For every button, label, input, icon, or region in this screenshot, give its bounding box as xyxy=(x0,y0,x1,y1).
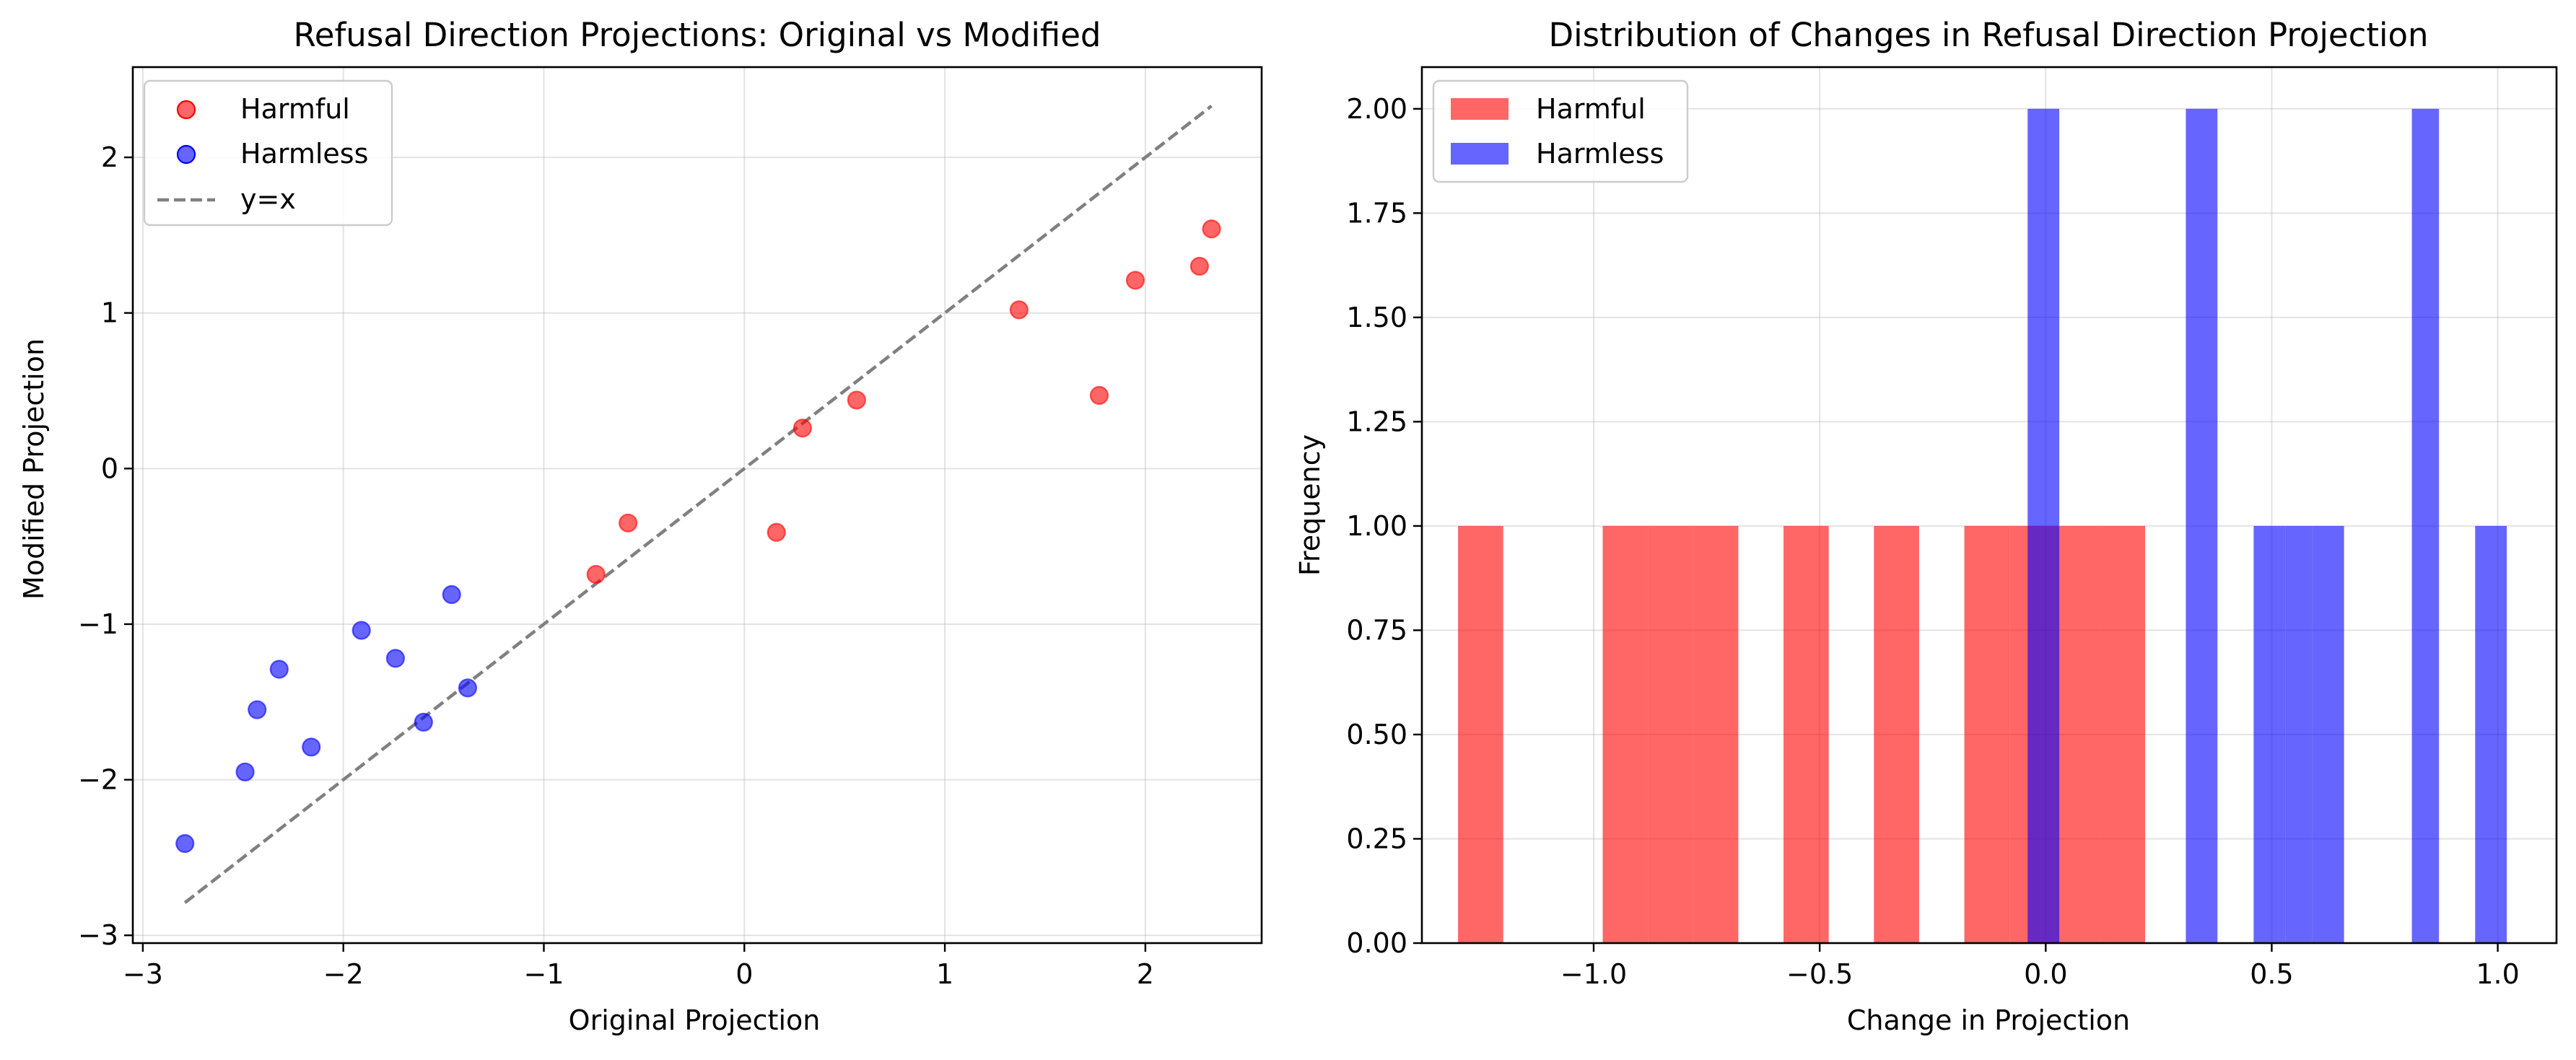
scatter-point-harmless xyxy=(442,584,461,605)
scatter-y-tick-label: 2 xyxy=(101,141,118,173)
histogram-bar-harmless xyxy=(2027,108,2060,943)
histogram-legend-harmless-swatch xyxy=(1451,143,1509,165)
histogram-panel: −1.0 −0.5 0.0 0.5 1.0 0.00 0.25 0.50 0.75 1.00 1.… xyxy=(1294,16,2558,1036)
histogram-x-axis-label: Change in Projection xyxy=(1847,1004,2130,1036)
histogram-x-tick-label: 1.0 xyxy=(2476,958,2519,990)
histogram-bar-harmless xyxy=(2312,525,2344,943)
histogram-y-tick-label: 0.00 xyxy=(1346,927,1407,959)
scatter-point-harmful xyxy=(586,564,606,584)
scatter-point-harmful xyxy=(619,513,638,533)
scatter-legend-harmless-marker xyxy=(176,144,196,165)
scatter-point-harmful xyxy=(1089,385,1109,406)
histogram-x-tick-label: −1.0 xyxy=(1560,958,1627,990)
scatter-x-tick-label: −1 xyxy=(523,958,564,990)
scatter-y-ticks: −3 −2 −1 0 1 2 xyxy=(78,141,133,951)
scatter-panel: −3 −2 −1 0 1 2 −3 −2 −1 0 1 2 Refusal Direction Pr… xyxy=(18,16,1263,1036)
histogram-bar-harmful xyxy=(1693,525,1739,943)
scatter-x-tick-label: −2 xyxy=(323,958,364,990)
scatter-point-harmless xyxy=(235,762,255,781)
histogram-bar-harmful xyxy=(1783,525,1829,943)
histogram-plot-frame xyxy=(1420,66,2558,945)
histogram-bar-harmful xyxy=(1874,525,1919,943)
scatter-point-harmless xyxy=(248,700,267,719)
scatter-x-tick-label: −3 xyxy=(123,958,163,990)
scatter-y-tick-label: 1 xyxy=(101,297,118,329)
scatter-yx-reference-line xyxy=(183,105,1213,904)
histogram-title: Distribution of Changes in Refusal Direc… xyxy=(1548,16,2428,54)
histogram-y-ticks: 0.00 0.25 0.50 0.75 1.00 1.25 1.50 1.75 2.00 xyxy=(1346,93,1422,959)
histogram-y-tick-label: 1.75 xyxy=(1346,197,1407,229)
histogram-y-tick-label: 0.50 xyxy=(1346,719,1407,750)
histogram-legend-harmful-label: Harmful xyxy=(1536,93,1646,125)
scatter-x-ticks: −3 −2 −1 0 1 2 xyxy=(123,943,1154,990)
scatter-x-tick-label: 0 xyxy=(735,958,753,990)
scatter-legend-harmless-label: Harmless xyxy=(240,138,368,170)
histogram-x-tick-label: 0.5 xyxy=(2250,958,2293,990)
histogram-y-tick-label: 0.75 xyxy=(1346,614,1407,646)
histogram-y-axis-label: Frequency xyxy=(1294,434,1326,576)
scatter-point-harmful xyxy=(767,522,786,542)
histogram-bar-harmless xyxy=(2186,108,2218,943)
scatter-point-harmless xyxy=(175,833,195,854)
scatter-point-harmful xyxy=(793,419,812,438)
histogram-bar-harmful xyxy=(1458,525,1503,943)
histogram-bar-harmless xyxy=(2285,525,2313,943)
scatter-y-tick-label: −1 xyxy=(78,608,118,640)
histogram-bars xyxy=(1458,108,2507,943)
scatter-point-harmless xyxy=(352,621,371,640)
histogram-bar-harmful xyxy=(1964,525,2010,943)
scatter-y-axis-label: Modified Projection xyxy=(18,338,50,600)
histogram-legend-harmless-label: Harmless xyxy=(1536,138,1664,170)
scatter-points xyxy=(175,219,1221,854)
scatter-point-harmful xyxy=(847,390,866,410)
histogram-bar-harmless xyxy=(2253,525,2286,943)
scatter-x-axis-label: Original Projection xyxy=(569,1004,821,1036)
scatter-y-tick-label: −3 xyxy=(78,919,118,951)
scatter-x-tick-label: 1 xyxy=(936,958,953,990)
scatter-legend-harmful-label: Harmful xyxy=(240,93,350,125)
histogram-x-ticks: −1.0 −0.5 0.0 0.5 1.0 xyxy=(1560,943,2520,990)
scatter-y-tick-label: 0 xyxy=(101,452,118,484)
scatter-reference-line-group xyxy=(183,105,1213,904)
histogram-y-tick-label: 2.00 xyxy=(1346,93,1407,125)
histogram-bar-harmful xyxy=(2054,525,2100,943)
histogram-legend-harmful-swatch xyxy=(1451,98,1509,120)
scatter-point-harmless xyxy=(302,737,321,757)
histogram-bar-harmless xyxy=(2411,108,2440,943)
scatter-grid xyxy=(133,67,1262,943)
histogram-legend: Harmful Harmless xyxy=(1432,79,1689,183)
scatter-point-harmless xyxy=(385,649,406,668)
histogram-bar-harmful xyxy=(2100,525,2146,943)
scatter-point-harmful xyxy=(1202,219,1221,239)
scatter-point-harmless xyxy=(414,712,433,732)
histogram-y-tick-label: 1.50 xyxy=(1346,302,1407,333)
scatter-plot-frame xyxy=(131,66,1263,945)
scatter-point-harmful xyxy=(1189,256,1209,276)
scatter-point-harmless xyxy=(269,660,289,679)
histogram-y-tick-label: 1.00 xyxy=(1346,510,1407,542)
scatter-title: Refusal Direction Projections: Original … xyxy=(294,16,1101,54)
scatter-point-harmful xyxy=(1009,300,1029,320)
histogram-bar-harmful xyxy=(1602,525,1649,943)
scatter-legend: Harmful Harmless y=x xyxy=(143,79,393,227)
scatter-point-harmless xyxy=(458,678,478,698)
histogram-y-tick-label: 1.25 xyxy=(1346,406,1407,437)
scatter-point-harmful xyxy=(1125,271,1145,290)
histogram-x-tick-label: 0.0 xyxy=(2024,958,2067,990)
scatter-x-tick-label: 2 xyxy=(1137,958,1154,990)
histogram-y-tick-label: 0.25 xyxy=(1346,823,1407,854)
scatter-legend-yx-label: y=x xyxy=(240,183,296,215)
histogram-bar-harmless xyxy=(2475,525,2507,943)
scatter-legend-harmful-marker xyxy=(176,100,196,120)
scatter-legend-box xyxy=(143,79,393,227)
histogram-x-tick-label: −0.5 xyxy=(1786,958,1853,990)
histogram-bar-harmful xyxy=(1648,525,1693,943)
scatter-y-tick-label: −2 xyxy=(78,764,118,796)
